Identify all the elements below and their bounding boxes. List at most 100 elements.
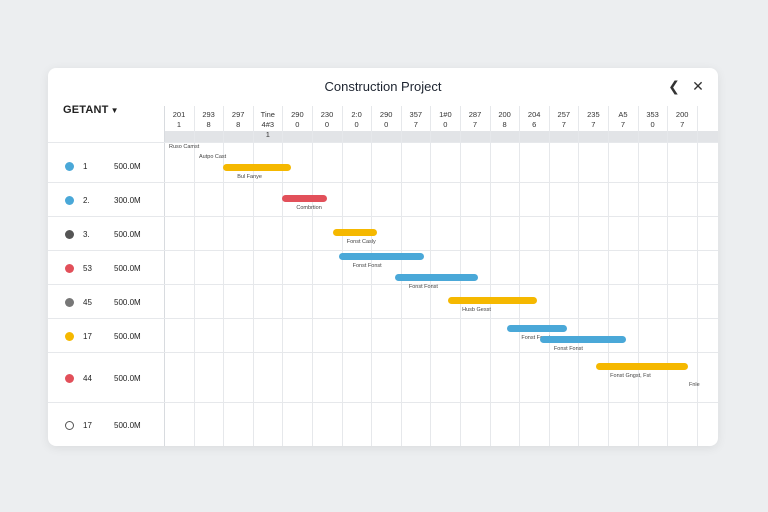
grid-column-line	[282, 106, 284, 446]
task-bar[interactable]	[223, 164, 292, 171]
column-header-top: 293	[202, 110, 215, 119]
row-duration: 500.0M	[114, 230, 141, 239]
timeline-column-header: 230 0	[313, 110, 341, 130]
row-status-dot	[65, 332, 74, 341]
column-header-bottom: 7	[680, 120, 685, 129]
task-bar-label: Fonst Fonst	[408, 284, 438, 290]
column-header-top: 290	[379, 110, 393, 119]
task-bar-label: Fonst Gngst, Fst	[610, 373, 651, 379]
row-number: 44	[83, 374, 92, 383]
share-icon[interactable]: ❮	[668, 77, 680, 94]
timeline-column-header: 1#0 0	[431, 110, 459, 130]
column-header-top: 230	[320, 110, 334, 119]
row-duration: 500.0M	[114, 162, 141, 171]
gantt-view-dropdown[interactable]: GETANT ▼	[63, 104, 119, 116]
column-header-top: 200	[675, 110, 689, 119]
timeline-column-header: 357 7	[402, 110, 430, 130]
task-bar[interactable]	[539, 336, 626, 343]
row-number: 17	[83, 421, 92, 430]
task-bar-label: Fonst Fonst	[553, 346, 583, 352]
grid-row-line	[48, 352, 718, 353]
grid-column-line	[312, 106, 313, 446]
column-header-top: 290	[291, 110, 304, 119]
task-bar-label: Fnle	[689, 382, 700, 388]
column-header-top: 1#0	[439, 110, 452, 119]
row-number: 3.	[83, 230, 90, 239]
task-bar[interactable]	[338, 253, 425, 260]
task-bar-label: Husb Gesst	[462, 307, 491, 313]
column-header-top: 353	[646, 110, 659, 119]
row-status-dot	[65, 196, 74, 205]
grid-column-line	[341, 106, 343, 446]
timeline-column-header: 293 8	[195, 110, 223, 130]
row-status-dot	[65, 162, 74, 171]
task-bar-label: Combrtion	[296, 205, 322, 211]
grid-column-line	[519, 106, 521, 446]
grid-column-line	[696, 106, 698, 446]
column-header-top: 235	[587, 110, 600, 119]
grid-column-line	[578, 106, 580, 446]
column-header-bottom: 7	[472, 120, 478, 129]
grid-row-line	[48, 250, 718, 251]
column-header-top: 200	[498, 110, 511, 119]
column-header-bottom: 0	[295, 120, 300, 129]
gantt-window: 201 1 293 8 297 8 Tine 4#3 1 290 0 230 0 2:0 0 290 0 357…	[48, 68, 718, 446]
grid-column-line	[371, 106, 373, 446]
timeline-column-header: Tine 4#3 1	[254, 110, 282, 140]
column-header-bottom: 0	[384, 120, 389, 129]
row-status-dot	[65, 230, 74, 239]
column-header-bottom: 6	[532, 120, 537, 129]
column-header-top: 2:0	[351, 110, 362, 119]
grid-row-line	[48, 216, 718, 217]
chevron-down-icon: ▼	[110, 106, 119, 115]
gantt-grid: 201 1 293 8 297 8 Tine 4#3 1 290 0 230 0 2:0 0 290 0 357…	[48, 68, 718, 446]
column-header-top: 201	[172, 110, 186, 119]
close-icon[interactable]: ✕	[692, 77, 704, 94]
gantt-view-label: GETANT	[63, 104, 109, 116]
timeline-column-header: 235 7	[579, 110, 607, 130]
row-duration: 500.0M	[114, 298, 141, 307]
row-number: 1	[83, 162, 88, 171]
column-header-bottom: 1	[176, 120, 182, 129]
row-status-dot	[65, 298, 74, 307]
row-status-dot	[65, 374, 74, 383]
column-header-bottom: 7	[561, 120, 566, 129]
task-bar[interactable]	[596, 363, 688, 370]
task-bar[interactable]	[332, 229, 378, 236]
timeline-column-header: 297 8	[224, 110, 252, 130]
timeline-column-header: 200 8	[491, 110, 519, 130]
timeline-column-header: 353 0	[639, 110, 667, 130]
timeline-column-header: 290 0	[283, 110, 311, 130]
grid-column-line	[193, 106, 195, 446]
timeline-column-header: A5 7	[609, 110, 637, 130]
column-header-bottom: 8	[502, 120, 507, 129]
row-status-dot	[65, 421, 74, 430]
column-header-top: A5	[618, 110, 628, 119]
grid-column-line	[489, 106, 491, 446]
column-header-bottom: 7	[620, 120, 626, 129]
column-header-top: 257	[557, 110, 571, 119]
grid-row-line	[48, 318, 718, 319]
column-header-bottom: 0	[324, 120, 330, 129]
column-header-bottom: 0	[354, 120, 359, 129]
task-bar[interactable]	[448, 297, 537, 304]
task-bar[interactable]	[394, 274, 478, 281]
task-bar[interactable]	[507, 325, 567, 332]
page-title: Construction Project	[324, 79, 442, 94]
timeline-column-header: 290 0	[372, 110, 400, 130]
grid-column-line	[667, 106, 669, 446]
row-duration: 500.0M	[114, 421, 141, 430]
row-number: 2.	[83, 196, 90, 205]
column-header-bottom: 1	[265, 130, 270, 139]
row-duration: 500.0M	[114, 374, 141, 383]
timeline-column-header: 257 7	[550, 110, 578, 130]
row-duration: 300.0M	[114, 196, 141, 205]
column-header-bottom: 0	[650, 120, 655, 129]
grid-column-line	[548, 106, 550, 446]
column-header-top: 357	[409, 110, 423, 119]
grid-column-line	[252, 106, 254, 446]
column-header-top: 297	[231, 110, 245, 119]
column-header-bottom: 7	[413, 120, 418, 129]
timeline-column-header: 287 7	[461, 110, 489, 130]
task-bar[interactable]	[282, 195, 327, 202]
